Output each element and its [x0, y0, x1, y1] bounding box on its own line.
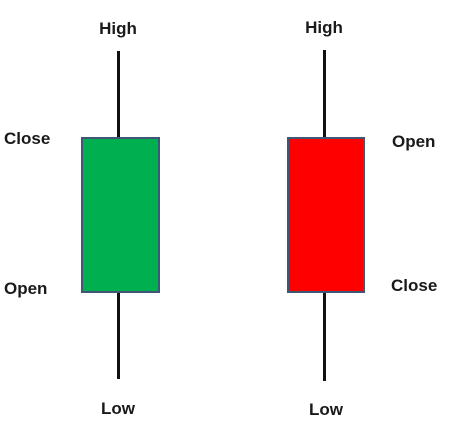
bearish-open-label: Open — [392, 132, 436, 151]
bearish-low-label: Low — [309, 400, 343, 419]
bullish-close-label: Close — [4, 129, 51, 148]
bullish-open-label: Open — [4, 279, 48, 298]
bearish-body — [287, 137, 365, 293]
bullish-high-label: High — [99, 19, 137, 38]
bullish-body — [81, 137, 160, 293]
bearish-high-label: High — [305, 18, 343, 37]
bullish-low-label: Low — [101, 399, 135, 418]
bearish-close-label: Close — [391, 276, 438, 295]
